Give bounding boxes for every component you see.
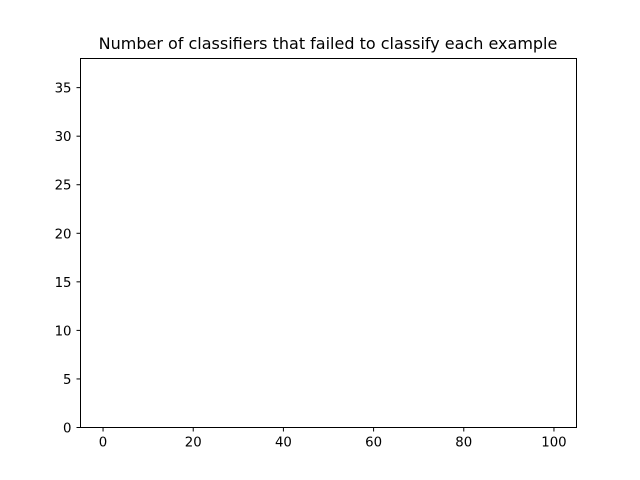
y-tick-label: 30 <box>55 130 72 145</box>
axes-frame <box>80 58 577 428</box>
axis-ticks: 0 20 40 60 80 100 0 5 10 15 20 25 30 35 <box>55 82 567 451</box>
y-tick-label: 35 <box>55 82 72 97</box>
x-tick-label: 100 <box>541 436 566 451</box>
y-tick-label: 5 <box>63 373 71 388</box>
chart-title: Number of classifiers that failed to cla… <box>99 34 558 53</box>
y-tick-label: 10 <box>55 324 72 339</box>
y-tick-label: 0 <box>63 422 71 437</box>
y-tick-label: 25 <box>55 179 72 194</box>
y-tick-label: 20 <box>55 227 72 242</box>
x-tick-label: 0 <box>99 436 107 451</box>
y-tick-label: 15 <box>55 276 72 291</box>
x-tick-label: 60 <box>365 436 382 451</box>
x-tick-label: 20 <box>185 436 202 451</box>
x-tick-label: 80 <box>455 436 472 451</box>
x-tick-label: 40 <box>275 436 292 451</box>
